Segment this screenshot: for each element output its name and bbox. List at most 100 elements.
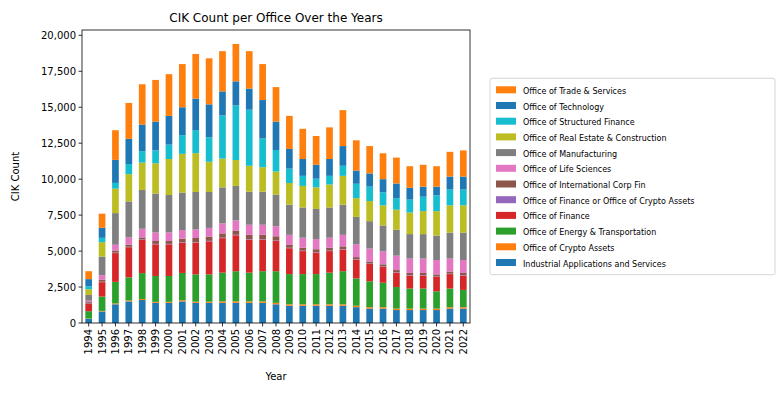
bar-segment	[152, 80, 159, 122]
bar-segment	[233, 231, 240, 235]
bar-segment	[166, 232, 173, 241]
bar-segment	[326, 207, 333, 237]
bar-segment	[313, 239, 320, 249]
bar-segment	[206, 237, 213, 241]
bar-segment	[299, 238, 306, 248]
bar-segment	[326, 273, 333, 305]
bar-segment	[420, 288, 427, 308]
bar-segment	[152, 150, 159, 163]
bar-segment	[326, 251, 333, 273]
legend-label: Office of Real Estate & Construction	[523, 134, 667, 143]
bar-segment	[353, 198, 360, 217]
y-tick	[79, 215, 83, 216]
bar-segment	[286, 245, 293, 248]
legend-label: Office of Trade & Services	[523, 87, 626, 96]
bar-segment	[447, 190, 454, 206]
bar-segment	[233, 44, 240, 81]
bar-segment	[112, 251, 119, 253]
bar-segment	[219, 238, 226, 273]
bar-segment	[246, 240, 253, 273]
bar-segment	[259, 240, 266, 272]
bar-segment	[246, 192, 253, 225]
bar-segment	[406, 166, 413, 188]
bar-segment	[393, 198, 400, 210]
bar-segment	[192, 303, 199, 323]
x-tick	[209, 323, 210, 327]
x-tick	[289, 323, 290, 327]
bar-segment	[460, 150, 467, 176]
background	[0, 0, 781, 393]
bar-segment	[326, 248, 333, 251]
legend-label: Office of Crypto Assets	[523, 244, 614, 253]
bar-segment	[406, 309, 413, 310]
bar-segment	[166, 116, 173, 145]
bar-segment	[99, 275, 106, 279]
bar-segment	[179, 193, 186, 230]
bar-segment	[393, 309, 400, 310]
bar-segment	[420, 276, 427, 289]
bar-segment	[299, 207, 306, 237]
bar-segment	[273, 236, 280, 240]
bar-segment	[259, 235, 266, 239]
bar-segment	[286, 169, 293, 183]
bar-segment	[340, 166, 347, 176]
bar-segment	[139, 299, 146, 300]
bar-segment	[366, 201, 373, 221]
bar-segment	[192, 238, 199, 242]
x-tick-label: 2006	[244, 329, 255, 354]
bar-segment	[273, 150, 280, 172]
x-tick-label: 1994	[83, 329, 94, 354]
bar-segment	[393, 270, 400, 272]
bar-segment	[393, 230, 400, 256]
legend-swatch	[496, 212, 516, 219]
bar-segment	[192, 54, 199, 99]
bar-segment	[366, 248, 373, 261]
bar-segment	[433, 195, 440, 211]
bar-segment	[125, 247, 132, 277]
bar-segment	[286, 248, 293, 274]
bar-segment	[152, 241, 159, 244]
x-tick-label: 2012	[324, 329, 335, 354]
bar-segment	[166, 303, 173, 323]
bar-segment	[447, 205, 454, 232]
x-tick-label: 2022	[458, 329, 469, 354]
bar-segment	[192, 243, 199, 275]
bar-segment	[447, 233, 454, 259]
x-tick	[276, 323, 277, 327]
bar-segment	[433, 187, 440, 196]
x-tick	[302, 323, 303, 327]
bar-segment	[166, 276, 173, 302]
bar-segment	[273, 304, 280, 323]
x-tick	[369, 323, 370, 327]
legend-swatch	[496, 196, 516, 203]
x-tick-label: 2003	[204, 329, 215, 354]
bar-segment	[99, 280, 106, 282]
bar-segment	[259, 301, 266, 302]
bar-segment	[233, 220, 240, 230]
bar-segment	[233, 105, 240, 160]
bar-segment	[286, 205, 293, 235]
bar-segment	[139, 151, 146, 163]
bar-segment	[233, 160, 240, 186]
bar-segment	[233, 271, 240, 301]
bar-segment	[139, 125, 146, 152]
bar-segment	[125, 237, 132, 244]
x-tick	[182, 323, 183, 327]
chart: 02,5005,0007,50010,00012,50015,00017,500…	[0, 0, 781, 393]
x-tick-label: 2002	[190, 329, 201, 354]
x-tick-label: 2010	[297, 329, 308, 354]
bar-segment	[299, 306, 306, 323]
bar-segment	[112, 189, 119, 213]
bar-segment	[326, 127, 333, 159]
bar-segment	[433, 260, 440, 274]
bar-segment	[420, 165, 427, 187]
bar-segment	[313, 187, 320, 209]
legend-swatch	[496, 86, 516, 93]
bar-segment	[406, 310, 413, 323]
bar-segment	[219, 91, 226, 115]
bar-segment	[233, 235, 240, 271]
bar-segment	[99, 238, 106, 242]
bar-segment	[299, 251, 306, 274]
x-axis-label: Year	[264, 371, 287, 382]
bar-segment	[219, 115, 226, 158]
